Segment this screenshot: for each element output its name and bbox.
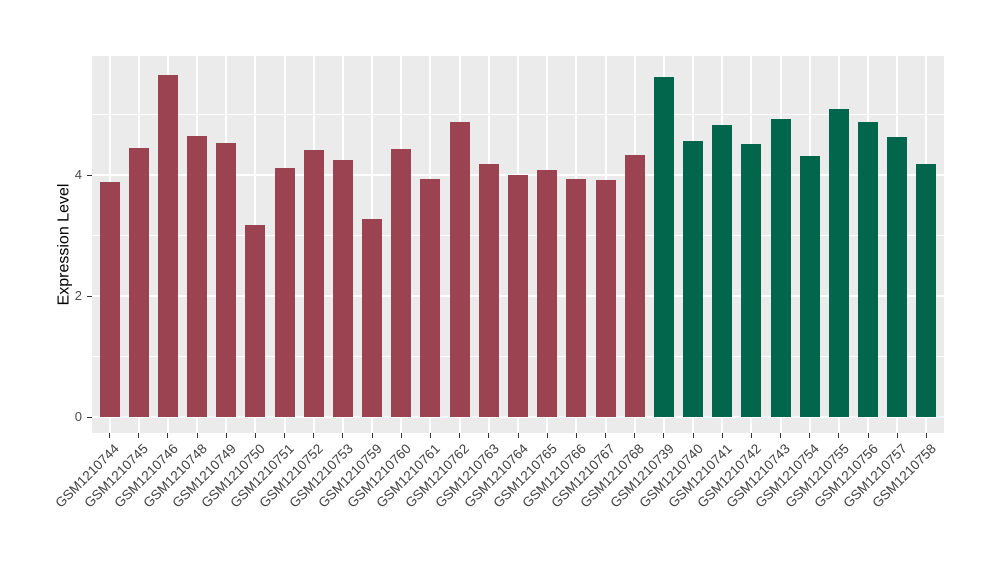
x-tick-mark: [254, 433, 256, 438]
x-tick-mark: [750, 433, 752, 438]
x-tick-mark: [196, 433, 198, 438]
x-tick-mark: [109, 433, 110, 438]
bar-GSM1210750: [245, 225, 266, 417]
bar-GSM1210758: [916, 163, 937, 417]
bar-GSM1210756: [858, 122, 879, 417]
y-tick-label: 2: [74, 288, 82, 303]
bar-GSM1210744: [99, 181, 120, 417]
x-tick-mark: [838, 433, 840, 438]
bar-GSM1210739: [653, 76, 674, 417]
x-tick-mark: [546, 433, 548, 438]
bar-GSM1210740: [683, 140, 704, 417]
x-tick-mark: [459, 433, 461, 438]
bar-GSM1210749: [216, 142, 237, 417]
x-tick-mark: [809, 433, 811, 438]
x-tick-mark: [925, 433, 927, 438]
x-tick-mark: [517, 433, 519, 438]
bar-GSM1210763: [478, 163, 499, 417]
bar-GSM1210745: [128, 148, 149, 417]
x-tick-mark: [692, 433, 694, 438]
y-tick-label: 4: [74, 167, 82, 182]
x-tick-mark: [167, 433, 169, 438]
bar-GSM1210766: [566, 178, 587, 417]
x-tick-mark: [371, 433, 373, 438]
y-tick-mark: [87, 295, 92, 297]
bar-GSM1210742: [741, 144, 762, 417]
x-tick-mark: [896, 433, 898, 438]
bar-GSM1210767: [595, 180, 616, 417]
bar-GSM1210752: [303, 149, 324, 417]
plot-panel: [92, 56, 944, 433]
bar-GSM1210754: [799, 156, 820, 417]
x-tick-mark: [225, 433, 227, 438]
bar-GSM1210748: [187, 135, 208, 417]
bar-GSM1210762: [449, 121, 470, 417]
bar-GSM1210746: [157, 74, 178, 417]
x-tick-mark: [429, 433, 431, 438]
x-tick-mark: [313, 433, 315, 438]
bar-GSM1210741: [712, 125, 733, 417]
x-tick-mark: [634, 433, 636, 438]
x-tick-mark: [400, 433, 402, 438]
x-tick-mark: [575, 433, 577, 438]
x-tick-mark: [605, 433, 607, 438]
bar-GSM1210759: [362, 219, 383, 417]
y-tick-mark: [87, 416, 92, 418]
bar-GSM1210751: [274, 167, 295, 417]
bar-GSM1210743: [770, 118, 791, 417]
y-tick-label: 0: [74, 409, 82, 424]
bar-GSM1210765: [537, 169, 558, 417]
x-tick-mark: [663, 433, 665, 438]
bar-GSM1210753: [332, 159, 353, 417]
bar-GSM1210760: [391, 148, 412, 417]
x-tick-mark: [721, 433, 723, 438]
x-tick-mark: [138, 433, 140, 438]
bar-GSM1210761: [420, 178, 441, 417]
x-tick-mark: [867, 433, 869, 438]
x-tick-mark: [342, 433, 344, 438]
x-tick-mark: [780, 433, 782, 438]
x-tick-mark: [488, 433, 490, 438]
bar-GSM1210764: [508, 175, 528, 417]
bar-GSM1210757: [887, 137, 908, 417]
y-tick-mark: [87, 174, 92, 176]
x-tick-mark: [284, 433, 286, 438]
bar-GSM1210768: [624, 155, 645, 417]
bar-GSM1210755: [828, 109, 849, 417]
